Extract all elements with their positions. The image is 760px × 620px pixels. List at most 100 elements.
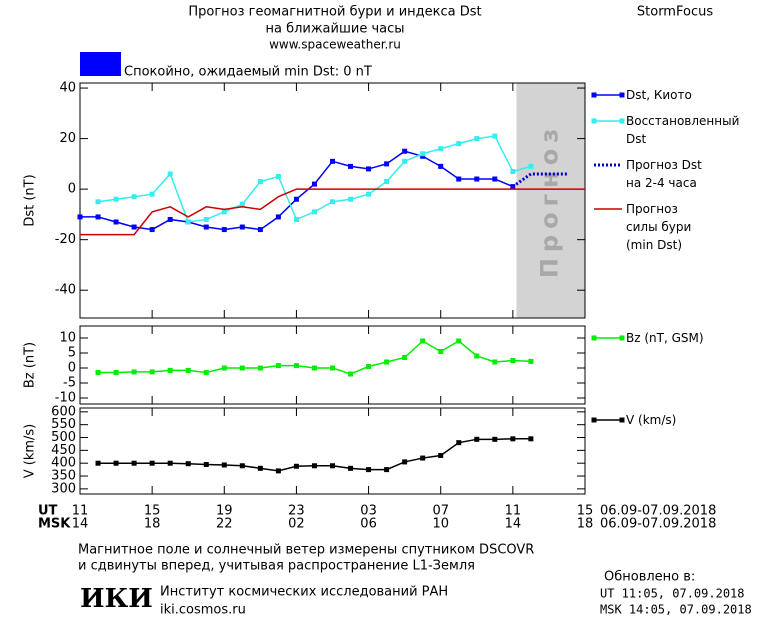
series-line bbox=[511, 172, 567, 188]
marker bbox=[185, 367, 191, 373]
note: Магнитное поле и солнечный ветер измерен… bbox=[78, 543, 534, 558]
x-tick-label: 18 bbox=[144, 517, 161, 532]
marker bbox=[203, 224, 209, 230]
y-tick-label: 0 bbox=[68, 361, 76, 376]
title: на ближайшие часы bbox=[265, 22, 404, 37]
marker bbox=[221, 365, 227, 371]
marker bbox=[438, 452, 444, 458]
ut-label: UT bbox=[38, 504, 58, 519]
marker bbox=[528, 358, 534, 364]
msk-label: MSK bbox=[38, 517, 71, 532]
marker bbox=[113, 370, 119, 375]
legend-marker bbox=[619, 118, 625, 124]
marker bbox=[167, 216, 173, 222]
marker bbox=[131, 224, 137, 230]
marker bbox=[113, 196, 119, 202]
marker bbox=[77, 214, 83, 220]
marker bbox=[131, 369, 137, 375]
marker bbox=[474, 436, 480, 442]
updated-ut: UT 11:05, 07.09.2018 bbox=[600, 587, 745, 601]
status-swatch bbox=[80, 52, 121, 76]
x-tick-label: 11 bbox=[72, 504, 89, 519]
panel-frame bbox=[79, 82, 586, 319]
legend-marker bbox=[619, 92, 625, 98]
marker bbox=[474, 136, 480, 142]
legend-label: Прогноз силы бури (min Dst) bbox=[626, 202, 692, 252]
marker bbox=[348, 163, 354, 169]
marker bbox=[167, 171, 173, 177]
marker bbox=[113, 460, 119, 466]
marker bbox=[366, 467, 372, 473]
marker bbox=[402, 148, 408, 154]
marker bbox=[275, 363, 281, 369]
marker bbox=[293, 363, 299, 369]
brand: StormFocus bbox=[637, 5, 713, 20]
series-line bbox=[80, 188, 585, 236]
legend-marker bbox=[619, 335, 625, 341]
marker bbox=[167, 367, 173, 373]
url: www.spaceweather.ru bbox=[269, 38, 401, 52]
marker bbox=[221, 227, 227, 233]
y-tick-label: 300 bbox=[51, 481, 76, 496]
marker bbox=[420, 455, 426, 461]
y-tick-label: 350 bbox=[51, 469, 76, 484]
marker bbox=[185, 461, 191, 467]
legend-marker bbox=[591, 118, 597, 124]
marker bbox=[420, 338, 426, 344]
marker bbox=[131, 194, 137, 200]
marker bbox=[474, 353, 480, 359]
legend-marker bbox=[591, 335, 597, 341]
marker bbox=[257, 227, 263, 233]
x-tick-label: 06 bbox=[360, 517, 377, 532]
marker bbox=[95, 370, 101, 375]
updated-msk: MSK 14:05, 07.09.2018 bbox=[600, 603, 752, 617]
marker bbox=[438, 349, 444, 354]
marker bbox=[95, 214, 101, 220]
marker bbox=[492, 176, 498, 182]
site: iki.cosmos.ru bbox=[160, 603, 246, 618]
x-tick-label: 07 bbox=[432, 504, 449, 519]
marker bbox=[348, 465, 354, 471]
marker bbox=[149, 227, 155, 233]
marker bbox=[492, 436, 498, 442]
marker bbox=[402, 459, 408, 465]
marker bbox=[311, 463, 317, 469]
marker bbox=[330, 199, 335, 205]
x-tick-label: 03 bbox=[360, 504, 377, 519]
x-tick-label: 18 bbox=[577, 517, 594, 532]
marker bbox=[492, 359, 498, 365]
note: и сдвинуты вперед, учитывая распростране… bbox=[78, 559, 475, 574]
marker bbox=[203, 370, 209, 375]
date-range: 06.09-07.09.2018 bbox=[600, 517, 716, 532]
legend-marker bbox=[619, 417, 625, 423]
marker bbox=[293, 463, 299, 469]
x-tick-label: 02 bbox=[288, 517, 305, 532]
marker bbox=[95, 460, 101, 466]
marker bbox=[366, 364, 372, 369]
updated-label: Обновлено в: bbox=[604, 570, 695, 585]
x-tick-label: 15 bbox=[577, 504, 594, 519]
marker bbox=[402, 355, 408, 360]
y-tick-label: 500 bbox=[51, 430, 76, 445]
y-tick-label: 550 bbox=[51, 417, 76, 432]
y-tick-label: 0 bbox=[68, 182, 76, 197]
marker bbox=[293, 216, 299, 222]
forecast-band bbox=[516, 83, 585, 318]
legend-label: Dst, Киото bbox=[626, 88, 692, 102]
marker bbox=[366, 166, 372, 172]
marker bbox=[95, 199, 101, 205]
x-tick-label: 23 bbox=[288, 504, 305, 519]
marker bbox=[420, 151, 426, 157]
y-tick-label: 10 bbox=[59, 331, 76, 346]
marker bbox=[330, 158, 335, 164]
legend-marker bbox=[591, 417, 597, 423]
x-tick-label: 15 bbox=[144, 504, 161, 519]
marker bbox=[528, 163, 534, 169]
marker bbox=[384, 467, 390, 473]
marker bbox=[438, 163, 444, 169]
marker bbox=[348, 196, 354, 202]
marker bbox=[456, 440, 462, 446]
x-tick-label: 14 bbox=[72, 517, 89, 532]
y-tick-label: 5 bbox=[68, 346, 76, 361]
